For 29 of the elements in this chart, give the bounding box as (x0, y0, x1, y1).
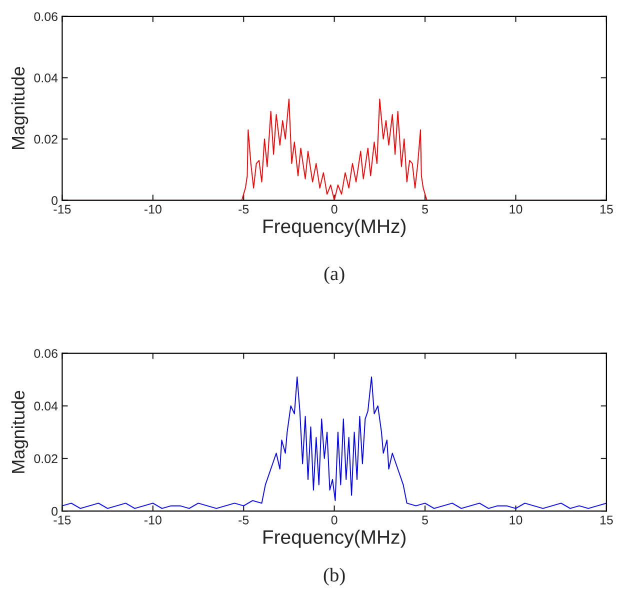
x-tick-label: -15 (54, 204, 71, 214)
y-tick-label: 0 (52, 196, 58, 205)
y-axis-title: Magnitude (11, 390, 28, 473)
y-tick-label: 0.06 (34, 12, 58, 22)
y-tick-label: 0.04 (34, 73, 58, 82)
x-tick-label: -15 (54, 516, 71, 524)
line-series (62, 376, 606, 509)
y-tick-label: 0.04 (34, 402, 58, 411)
x-tick-label: 5 (422, 204, 428, 214)
x-tick-label: -10 (144, 516, 162, 524)
x-tick-label: -5 (238, 516, 249, 524)
text: (b) (324, 568, 345, 586)
y-tick-label: 0.02 (34, 134, 58, 144)
x-tick-label: 15 (600, 516, 613, 524)
y-axis-title: Magnitude (11, 66, 28, 150)
x-axis-title: Frequency(MHz) (264, 530, 406, 548)
x-tick-label: 0 (331, 516, 338, 524)
x-tick-label: 10 (510, 516, 522, 524)
text: (a) (324, 266, 344, 284)
x-tick-label: 15 (600, 204, 613, 214)
y-tick-label: 0.02 (34, 454, 58, 464)
x-tick-label: 5 (422, 516, 428, 524)
x-axis-title: Frequency(MHz) (264, 218, 406, 238)
y-tick-label: 0.06 (34, 349, 58, 358)
x-tick-label: 0 (331, 204, 338, 214)
x-tick-label: 10 (510, 204, 522, 214)
x-tick-label: -5 (238, 204, 249, 214)
y-tick-label: 0 (52, 506, 58, 516)
x-tick-label: -10 (144, 204, 162, 214)
